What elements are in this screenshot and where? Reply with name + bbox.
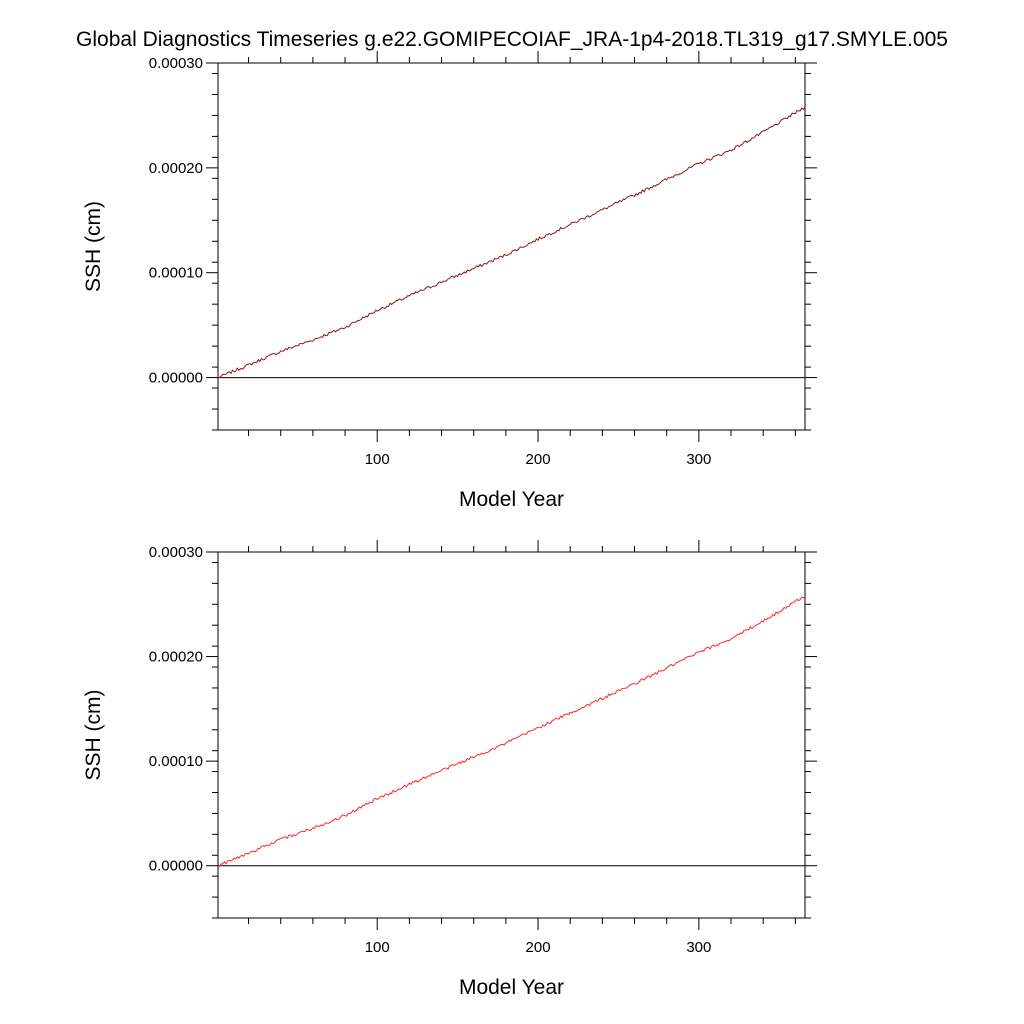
figure-title: Global Diagnostics Timeseries g.e22.GOMI… [76, 28, 948, 51]
top-series-line [217, 106, 806, 379]
bottom-x-tick-label: 300 [686, 939, 711, 956]
top-plot-frame [217, 62, 806, 431]
bottom-y-axis-label: SSH (cm) [82, 690, 105, 781]
bottom-x-axis-label: Model Year [459, 976, 564, 999]
bottom-plot-frame [217, 551, 806, 919]
top-x-tick-label: 300 [686, 451, 711, 468]
top-y-tick-label: 0.00010 [149, 265, 203, 282]
bottom-series-line [217, 595, 806, 867]
top-x-tick-label: 100 [365, 451, 390, 468]
bottom-panel: 0.00000 0.00010 0.00020 0.00030 100 200 300 Mod… [82, 540, 817, 999]
top-x-tick-label: 200 [526, 451, 551, 468]
top-x-axis-label: Model Year [459, 488, 564, 511]
top-y-axis-label: SSH (cm) [82, 201, 105, 292]
bottom-y-tick-label: 0.00030 [149, 544, 203, 561]
bottom-x-tick-label: 200 [526, 939, 551, 956]
bottom-y-tick-label: 0.00000 [149, 858, 203, 875]
top-y-tick-label: 0.00020 [149, 160, 203, 177]
top-y-tick-label: 0.00030 [149, 55, 203, 72]
top-y-tick-label: 0.00000 [149, 370, 203, 387]
bottom-x-tick-label: 100 [365, 939, 390, 956]
bottom-y-tick-label: 0.00020 [149, 649, 203, 666]
bottom-y-tick-label: 0.00010 [149, 753, 203, 770]
top-panel: 0.00000 0.00010 0.00020 0.00030 100 200 300 Mod… [82, 51, 817, 511]
